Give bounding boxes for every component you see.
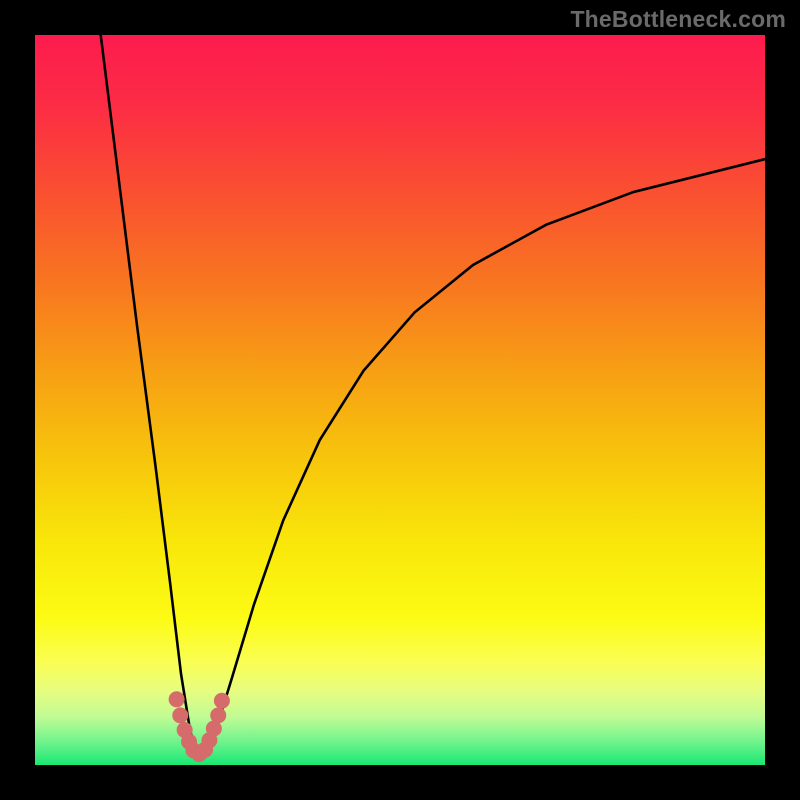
bottleneck-chart	[0, 0, 800, 800]
bead-marker	[210, 707, 226, 723]
chart-stage: TheBottleneck.com	[0, 0, 800, 800]
bead-marker	[214, 693, 230, 709]
bead-marker	[169, 691, 185, 707]
bead-marker	[172, 707, 188, 723]
gradient-background	[35, 35, 765, 765]
